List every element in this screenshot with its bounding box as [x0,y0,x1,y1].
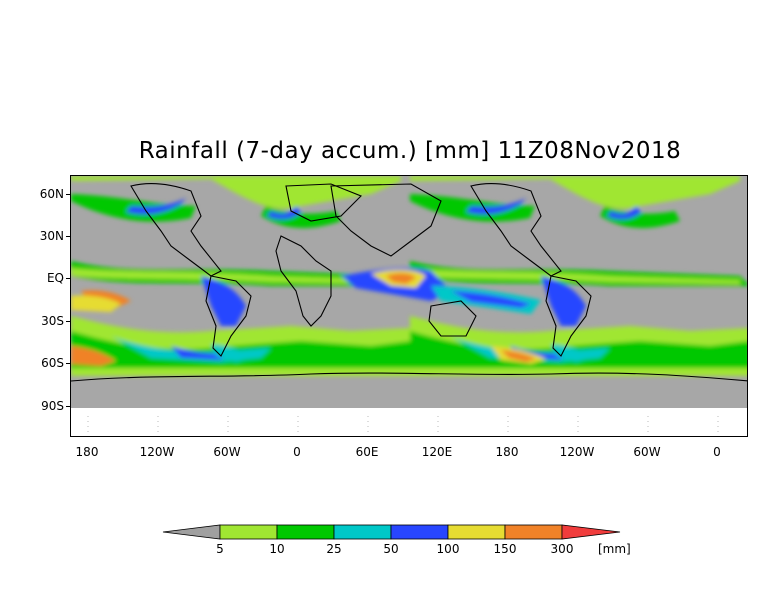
rainfall-map [70,175,748,437]
colorbar-label: 300 [550,542,574,556]
colorbar-label: 10 [269,542,285,556]
colorbar-unit: [mm] [598,542,631,556]
colorbar-label: 25 [326,542,342,556]
colorbar-label: 50 [383,542,399,556]
lat-tick [66,406,71,407]
lon-label-120e: 120E [421,445,453,459]
colorbar-bin [333,524,392,540]
map-title: Rainfall (7-day accum.) [mm] 11Z08Nov201… [138,138,682,164]
lat-label-30n: 30N [39,229,64,243]
colorbar-bin [504,524,563,540]
lon-label-0: 0 [293,445,301,459]
lat-tick [66,236,71,237]
graticule [87,408,719,436]
colorbar-high-arrow [561,524,621,540]
coastlines [71,182,747,382]
colorbar-label: 5 [216,542,224,556]
lat-label-90s: 90S [41,399,64,413]
colorbar-bin [447,524,506,540]
lat-label-60s: 60S [41,356,64,370]
lat-tick [66,278,71,279]
colorbar-label: 150 [493,542,517,556]
lon-label-120w: 120W [139,445,175,459]
lat-tick [66,363,71,364]
precipitation-field [71,176,747,376]
rainfall-map-canvas [71,176,747,436]
colorbar-bin [219,524,278,540]
lon-label-180: 180 [75,445,99,459]
lon-label-120w-b: 120W [559,445,595,459]
colorbar-label: 100 [436,542,460,556]
lat-label-60n: 60N [39,187,64,201]
colorbar-low-arrow [162,524,221,540]
lon-label-180b: 180 [495,445,519,459]
lon-label-60e: 60E [355,445,379,459]
lon-label-60w: 60W [213,445,241,459]
colorbar-bin [276,524,335,540]
below-90s-area [71,408,747,436]
lat-label-eq: EQ [46,271,64,285]
colorbar-bin [390,524,449,540]
lat-tick [66,321,71,322]
lat-tick [66,194,71,195]
lat-label-30s: 30S [41,314,64,328]
lon-label-0-b: 0 [713,445,721,459]
lon-label-60w-b: 60W [633,445,661,459]
